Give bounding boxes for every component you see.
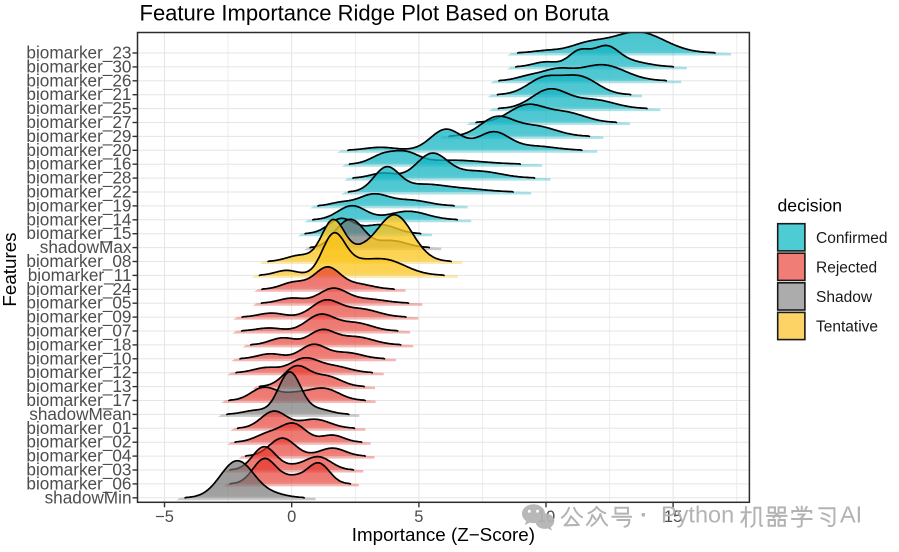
svg-text:biomarker_09: biomarker_09: [26, 307, 131, 327]
svg-text:Confirmed: Confirmed: [816, 230, 888, 247]
svg-text:biomarker_07: biomarker_07: [26, 321, 131, 341]
svg-text:biomarker_22: biomarker_22: [26, 182, 131, 202]
svg-text:biomarker_02: biomarker_02: [26, 432, 131, 452]
svg-text:Importance (Z−Score): Importance (Z−Score): [352, 524, 535, 545]
svg-text:biomarker_26: biomarker_26: [26, 70, 131, 90]
svg-text:biomarker_16: biomarker_16: [26, 154, 131, 174]
svg-text:·: ·: [640, 502, 648, 528]
svg-text:biomarker_01: biomarker_01: [26, 418, 131, 438]
svg-text:biomarker_06: biomarker_06: [26, 473, 131, 493]
svg-text:biomarker_03: biomarker_03: [26, 460, 131, 480]
svg-text:biomarker_05: biomarker_05: [26, 293, 131, 313]
svg-text:Shadow: Shadow: [816, 289, 873, 306]
svg-text:5: 5: [414, 508, 423, 526]
svg-text:biomarker_08: biomarker_08: [26, 251, 131, 271]
svg-text:biomarker_18: biomarker_18: [26, 334, 131, 354]
svg-text:biomarker_29: biomarker_29: [26, 126, 131, 146]
svg-text:AI: AI: [840, 502, 862, 528]
svg-text:−5: −5: [155, 508, 174, 526]
svg-text:biomarker_20: biomarker_20: [26, 140, 131, 160]
svg-text:biomarker_23: biomarker_23: [26, 43, 131, 63]
svg-text:Feature Importance Ridge Plot: Feature Importance Ridge Plot Based on B…: [140, 1, 610, 26]
svg-text:shadowMean: shadowMean: [29, 404, 131, 424]
svg-text:0: 0: [287, 508, 296, 526]
svg-text:biomarker_30: biomarker_30: [26, 56, 131, 76]
svg-text:biomarker_24: biomarker_24: [26, 279, 132, 299]
svg-text:biomarker_21: biomarker_21: [26, 84, 131, 104]
svg-text:biomarker_13: biomarker_13: [26, 376, 131, 396]
svg-text:shadowMax: shadowMax: [40, 237, 132, 257]
svg-text:Rejected: Rejected: [816, 259, 877, 276]
svg-text:biomarker_19: biomarker_19: [26, 195, 131, 215]
svg-text:biomarker_04: biomarker_04: [26, 446, 132, 466]
svg-text:biomarker_14: biomarker_14: [26, 209, 132, 229]
svg-text:shadowMin: shadowMin: [45, 487, 132, 507]
svg-text:biomarker_15: biomarker_15: [26, 223, 131, 243]
svg-text:biomarker_28: biomarker_28: [26, 168, 131, 188]
svg-text:biomarker_25: biomarker_25: [26, 98, 131, 118]
svg-text:biomarker_11: biomarker_11: [28, 265, 132, 285]
svg-text:biomarker_12: biomarker_12: [26, 362, 131, 382]
svg-text:biomarker_27: biomarker_27: [26, 112, 131, 132]
svg-text:biomarker_10: biomarker_10: [26, 348, 131, 368]
svg-text:Tentative: Tentative: [816, 319, 878, 336]
svg-text:biomarker_17: biomarker_17: [26, 390, 131, 410]
svg-text:Python: Python: [661, 502, 734, 528]
svg-text:Features: Features: [0, 232, 20, 306]
svg-text:decision: decision: [778, 196, 843, 216]
svg-text:15: 15: [664, 508, 682, 526]
